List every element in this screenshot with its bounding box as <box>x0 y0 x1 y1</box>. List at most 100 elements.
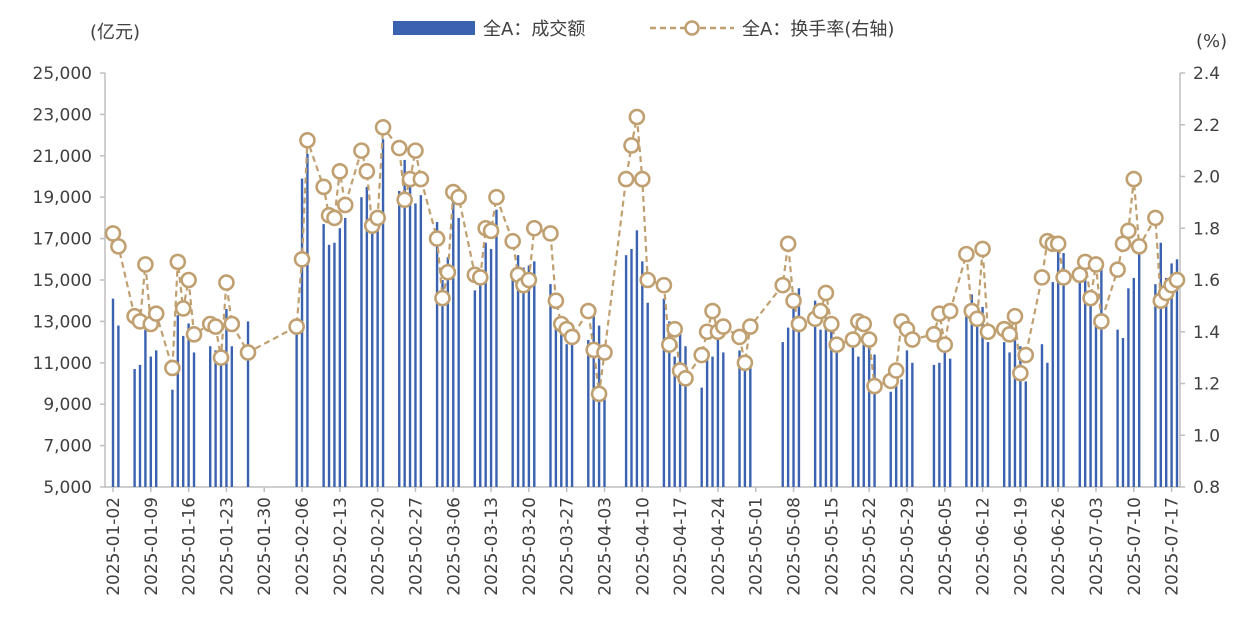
bar <box>1127 288 1130 487</box>
x-tick-label: 2025-01-30 <box>255 497 275 596</box>
bar <box>938 362 941 487</box>
bar <box>1019 346 1022 487</box>
line-point <box>974 240 991 258</box>
bar <box>1002 342 1006 487</box>
line-point <box>817 284 835 302</box>
line-point <box>504 232 521 250</box>
line-point <box>617 170 635 188</box>
line-point <box>525 219 543 237</box>
bar <box>225 308 228 487</box>
bar <box>1137 238 1141 487</box>
right-tick-label: 1.2 <box>1193 375 1220 395</box>
line-point <box>147 305 165 322</box>
bar <box>403 159 406 487</box>
line-point <box>855 315 873 333</box>
bar <box>1051 282 1054 487</box>
line-point <box>542 225 559 242</box>
bar <box>970 294 973 487</box>
bar <box>376 230 379 487</box>
x-tick-label: 2025-03-27 <box>558 497 578 596</box>
right-tick-label: 2.2 <box>1193 116 1220 136</box>
bar <box>743 356 747 487</box>
bar <box>705 358 709 487</box>
bar <box>792 308 795 487</box>
left-tick-label: 21,000 <box>33 147 92 167</box>
x-tick-label: 2025-04-03 <box>595 497 615 596</box>
line-point <box>336 196 354 214</box>
bar-series <box>111 139 1179 488</box>
line-point <box>1087 256 1105 273</box>
bar <box>824 317 828 487</box>
bar <box>684 346 687 487</box>
bar <box>214 350 217 487</box>
legend-bar-label: 全A：成交额 <box>483 19 585 40</box>
x-tick-label: 2025-02-27 <box>406 497 426 596</box>
bar <box>1062 253 1065 487</box>
bar <box>678 331 682 487</box>
line-point <box>779 235 797 253</box>
line-point <box>174 300 192 317</box>
line-markers <box>104 108 1186 403</box>
line-point <box>110 238 127 255</box>
bar <box>446 257 450 487</box>
line-point <box>239 344 257 361</box>
line-point <box>315 178 332 196</box>
bar <box>819 329 822 487</box>
line-point <box>293 250 311 268</box>
x-tick-label: 2025-06-26 <box>1049 497 1069 596</box>
legend-line-marker <box>684 20 700 36</box>
bar <box>171 389 174 487</box>
line-point <box>704 302 721 320</box>
bar <box>182 335 185 487</box>
bar <box>911 362 914 487</box>
line-point <box>412 170 430 188</box>
bar <box>635 230 639 487</box>
bar <box>1121 337 1125 487</box>
line-point <box>358 163 376 180</box>
line-point <box>407 142 424 159</box>
right-tick-label: 1.4 <box>1193 323 1220 343</box>
line-point <box>164 359 181 377</box>
x-axis-ticks: 2025-01-02 2025-01-09 2025-01-16 2025-01-23… <box>104 487 1183 596</box>
line-point <box>812 302 829 320</box>
bar <box>965 308 968 487</box>
bar <box>749 358 752 487</box>
bar <box>943 346 946 487</box>
bar <box>344 217 347 487</box>
x-tick-label: 2025-01-16 <box>180 497 200 596</box>
bar <box>570 327 574 487</box>
bar <box>592 315 595 487</box>
bar <box>894 381 898 487</box>
x-tick-label: 2025-05-22 <box>860 497 880 596</box>
bar <box>133 369 136 487</box>
bar <box>1116 329 1119 487</box>
left-tick-label: 7,000 <box>43 437 92 457</box>
bar <box>111 298 115 487</box>
bar <box>365 186 369 487</box>
bar <box>889 391 892 487</box>
bar <box>333 242 336 487</box>
x-tick-label: 2025-07-10 <box>1125 497 1145 596</box>
bar <box>1132 277 1135 487</box>
line-point <box>1125 170 1143 188</box>
bar <box>549 284 552 487</box>
line-point <box>374 119 392 136</box>
line-point <box>1120 222 1137 240</box>
line-point <box>288 318 305 335</box>
left-tick-label: 13,000 <box>33 312 92 332</box>
right-tick-label: 1.0 <box>1193 426 1220 446</box>
line-point <box>579 302 597 320</box>
legend: 全A：成交额 全A：换手率(右轴) <box>393 19 894 40</box>
bar <box>560 333 563 487</box>
bar <box>1170 263 1173 487</box>
line-point <box>628 108 646 126</box>
bar <box>662 298 666 487</box>
bar <box>457 217 460 487</box>
bar <box>441 280 444 487</box>
bar <box>489 248 493 487</box>
bar <box>360 197 363 487</box>
line-point <box>661 336 678 353</box>
line-point <box>471 269 489 286</box>
legend-bar-swatch <box>393 21 475 35</box>
right-tick-label: 1.6 <box>1193 271 1220 291</box>
